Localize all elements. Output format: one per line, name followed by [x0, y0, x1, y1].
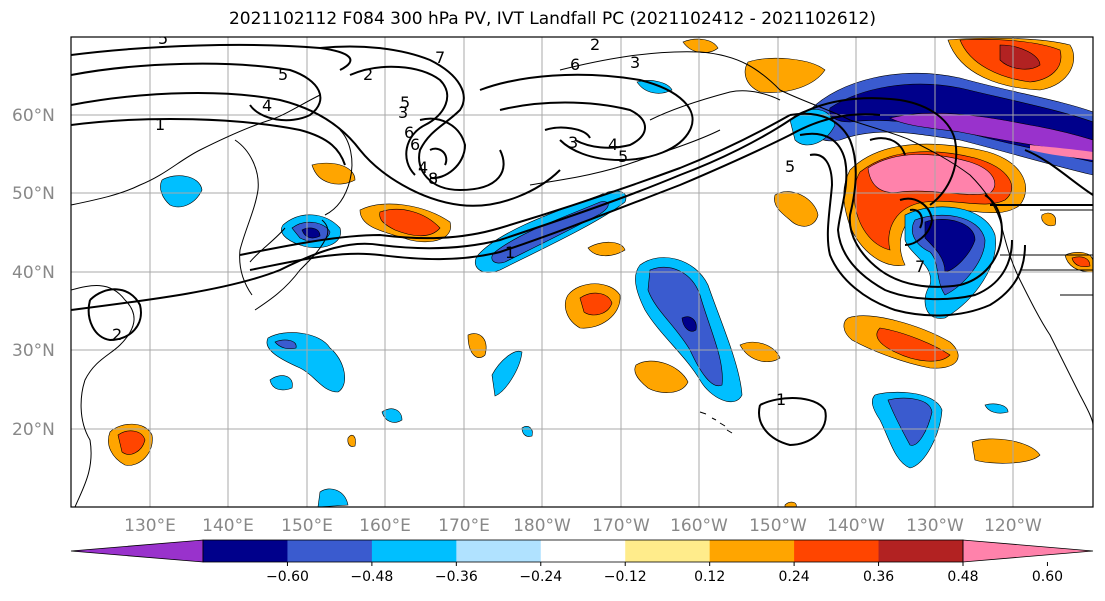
svg-text:2: 2	[112, 325, 122, 344]
coastlines	[71, 51, 1093, 507]
colorbar-segment	[540, 540, 626, 562]
svg-text:170°E: 170°E	[438, 516, 490, 536]
svg-text:4: 4	[418, 158, 428, 177]
svg-text:40°N: 40°N	[12, 263, 55, 283]
map-title: 2021102112 F084 300 hPa PV, IVT Landfall…	[228, 9, 876, 29]
coast-alaska	[559, 51, 911, 141]
svg-text:3: 3	[398, 103, 408, 122]
svg-text:7: 7	[915, 257, 925, 276]
map-border	[70, 36, 1094, 508]
latitude-labels: 60°N 50°N 40°N 30°N 20°N	[12, 106, 55, 440]
pv-contours	[71, 43, 1093, 447]
graticule	[71, 37, 1093, 507]
svg-text:120°W: 120°W	[984, 516, 1042, 536]
svg-text:3: 3	[568, 133, 578, 152]
colorbar-tick-label: −0.12	[604, 569, 647, 585]
svg-text:6: 6	[570, 55, 580, 74]
svg-text:50°N: 50°N	[12, 184, 55, 204]
svg-text:180°W: 180°W	[513, 516, 571, 536]
svg-text:130°E: 130°E	[124, 516, 176, 536]
colorbar-tick-label: 0.12	[694, 569, 725, 585]
svg-text:160°E: 160°E	[359, 516, 411, 536]
colorbar-segment	[371, 540, 457, 562]
svg-text:150°W: 150°W	[749, 516, 807, 536]
coast-asia	[71, 285, 135, 507]
colorbar-extend-high	[962, 539, 1094, 563]
colorbar-extend-low	[70, 539, 204, 563]
colorbar-tick-label: −0.48	[350, 569, 393, 585]
coast-na	[909, 139, 1093, 426]
colorbar-tick-label: 0.24	[779, 569, 810, 585]
svg-text:6: 6	[410, 135, 420, 154]
colorbar-tick-label: 0.48	[947, 569, 978, 585]
svg-text:7: 7	[435, 48, 445, 67]
colorbar-segment	[287, 540, 373, 562]
aleutian-islands	[529, 129, 721, 186]
contour-labels: 5 5 4 1 7 2 3 6 6 4 5 8 3 1 2 6 3 4 5 2 …	[112, 29, 925, 409]
svg-text:130°W: 130°W	[906, 516, 964, 536]
svg-text:5: 5	[158, 29, 168, 48]
colorbar-tick-label: −0.36	[435, 569, 478, 585]
colorbar-segment	[878, 540, 964, 562]
svg-text:30°N: 30°N	[12, 341, 55, 361]
colorbar-segment	[203, 540, 288, 562]
svg-text:8: 8	[428, 169, 438, 188]
colorbar-tick-label: 0.36	[863, 569, 894, 585]
svg-text:140°E: 140°E	[202, 516, 254, 536]
hawaii	[699, 411, 733, 434]
svg-text:20°N: 20°N	[12, 420, 55, 440]
svg-text:1: 1	[776, 390, 786, 409]
longitude-labels: 130°E 140°E 150°E 160°E 170°E 180°W 170°…	[124, 516, 1042, 536]
svg-text:4: 4	[262, 96, 272, 115]
svg-text:2: 2	[363, 65, 373, 84]
svg-text:3: 3	[630, 53, 640, 72]
svg-text:2: 2	[590, 35, 600, 54]
svg-text:160°W: 160°W	[670, 516, 728, 536]
svg-text:150°E: 150°E	[281, 516, 333, 536]
colorbar-segment	[794, 540, 880, 562]
coast-kamchatka	[324, 129, 353, 216]
colorbar: −0.60 −0.48 −0.36 −0.24 −0.12 0.12 0.24 0.36 0.4…	[70, 539, 1094, 585]
colorbar-tick-label: −0.24	[519, 569, 562, 585]
colorbar-segment	[625, 540, 711, 562]
colorbar-tick-label: 0.60	[1032, 569, 1063, 585]
svg-text:60°N: 60°N	[12, 106, 55, 126]
colorbar-segment	[456, 540, 542, 562]
svg-text:1: 1	[155, 115, 165, 134]
svg-text:5: 5	[400, 93, 410, 112]
svg-text:170°W: 170°W	[592, 516, 650, 536]
svg-text:5: 5	[785, 157, 795, 176]
svg-text:6: 6	[404, 123, 414, 142]
svg-text:5: 5	[618, 147, 628, 166]
colorbar-segment	[709, 540, 795, 562]
svg-text:4: 4	[608, 135, 618, 154]
svg-text:5: 5	[278, 65, 288, 84]
svg-text:1: 1	[505, 243, 515, 262]
colorbar-tick-label: −0.60	[266, 569, 309, 585]
svg-text:140°W: 140°W	[827, 516, 885, 536]
